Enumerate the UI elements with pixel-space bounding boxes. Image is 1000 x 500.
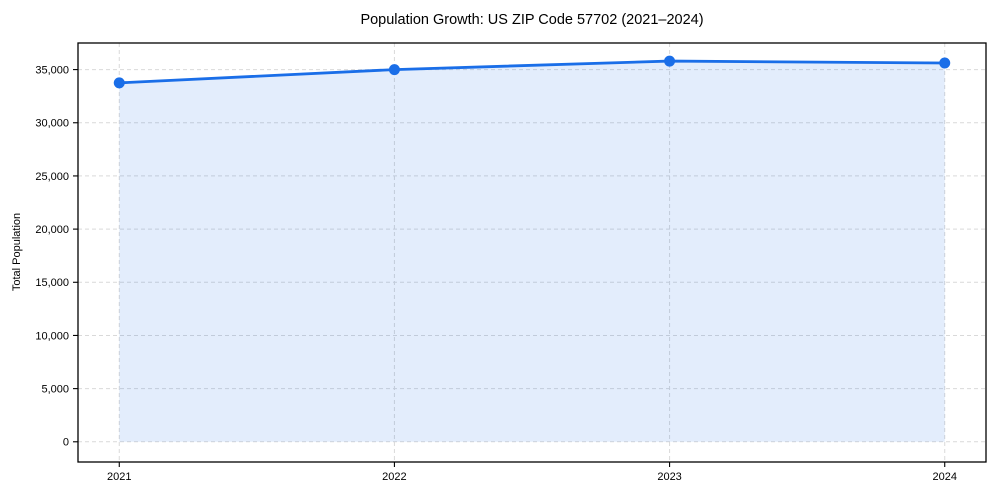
data-point-2021 [113,77,125,89]
data-point-2024 [939,57,951,69]
data-point-2023 [664,55,676,67]
plot-border [77,42,987,463]
y-tick-label: 0 [63,437,69,449]
trend-line [117,59,947,85]
y-tick-label: 15,000 [35,277,69,289]
y-tick-label: 20,000 [35,224,69,236]
y-tick-label: 10,000 [35,330,69,342]
area-fill [119,61,945,442]
x-tick-label: 2023 [657,471,681,483]
data-point-2022 [388,64,400,76]
y-tick-label: 25,000 [35,171,69,183]
y-tick-label: 35,000 [35,64,69,76]
x-tick-label: 2024 [932,471,956,483]
chart-title: Population Growth: US ZIP Code 57702 (20… [360,12,704,28]
x-tick-label: 2021 [107,471,131,483]
y-tick-label: 5,000 [41,383,69,395]
x-tick-label: 2022 [382,471,406,483]
y-tick-label: 30,000 [35,118,69,130]
